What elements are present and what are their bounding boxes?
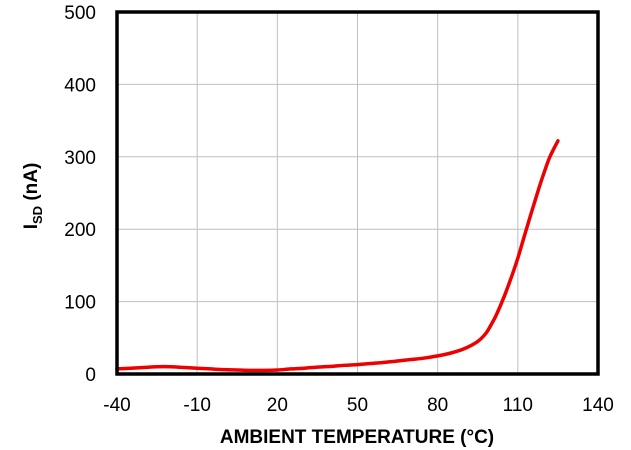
series-line <box>115 139 560 373</box>
grid-lines <box>116 11 599 375</box>
y-axis-title-main: I <box>21 224 42 229</box>
y-tick-label: 400 <box>64 75 96 96</box>
x-axis-title: AMBIENT TEMPERATURE (°C) <box>220 427 494 448</box>
plot-frame <box>115 10 600 376</box>
x-tick-labels: -40 -10 20 50 80 110 140 <box>103 395 614 416</box>
y-axis-title-unit: (nA) <box>21 163 42 206</box>
x-tick-label: -10 <box>183 395 210 416</box>
y-tick-label: 500 <box>64 3 96 24</box>
x-tick-label: 80 <box>427 395 448 416</box>
y-tick-label: 300 <box>64 148 96 169</box>
y-axis-title: ISD (nA) <box>21 163 45 230</box>
x-tick-label: -40 <box>103 395 130 416</box>
x-tick-label: 20 <box>267 395 288 416</box>
series-layer <box>115 139 560 373</box>
x-tick-label: 140 <box>582 395 614 416</box>
y-tick-label: 0 <box>85 365 96 386</box>
x-tick-label: 110 <box>503 395 533 416</box>
y-axis-title-subscript: SD <box>30 206 45 224</box>
y-tick-label: 200 <box>64 220 96 241</box>
y-tick-labels: 0 100 200 300 400 500 <box>64 3 96 386</box>
y-tick-label: 100 <box>64 293 96 314</box>
x-tick-label: 50 <box>347 395 368 416</box>
